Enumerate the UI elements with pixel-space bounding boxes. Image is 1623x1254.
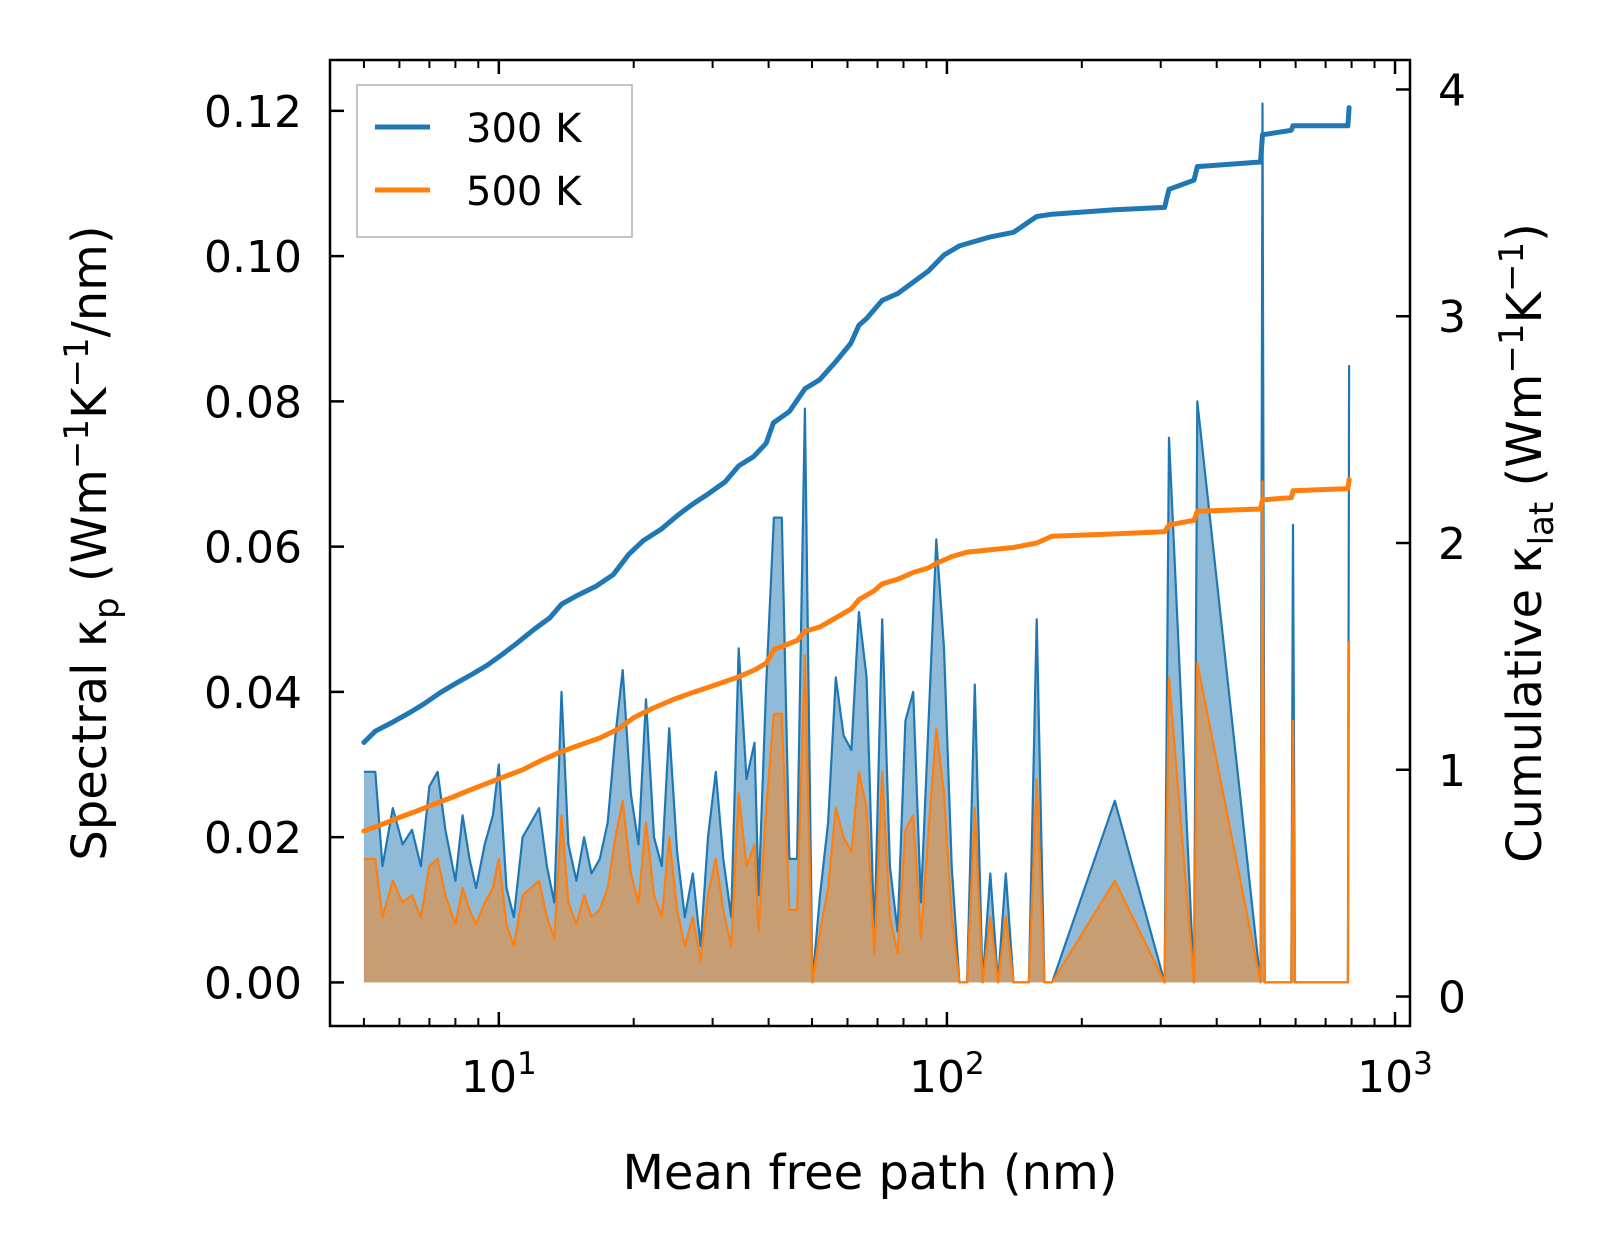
x-tick-label: 101: [461, 1046, 537, 1103]
y-right-tick-label: 1: [1438, 746, 1466, 797]
y-right-tick-label: 4: [1438, 65, 1466, 116]
cumulative-line-500k: [361, 477, 1352, 834]
y-left-tick-label: 0.10: [204, 232, 302, 283]
y-left-tick-label: 0.04: [204, 668, 302, 719]
y-right-tick-label: 0: [1438, 973, 1466, 1024]
y-left-tick-label: 0.08: [204, 377, 302, 428]
legend-label-300k: 300 K: [466, 106, 583, 152]
y-left-axis-label: Spectral κp (Wm−1K−1/nm): [57, 225, 127, 860]
y-left-tick-label: 0.12: [204, 87, 302, 138]
y-right-tick-label: 2: [1438, 519, 1466, 570]
y-left-tick-label: 0.06: [204, 523, 302, 574]
cumulative-line-300k: [361, 105, 1352, 745]
legend-box: [356, 84, 633, 238]
y-left-tick-label: 0.00: [204, 958, 302, 1009]
y-left-tick-label: 0.02: [204, 813, 302, 864]
x-tick-label: 102: [909, 1046, 985, 1103]
y-right-axis-label: Cumulative κlat (Wm−1K−1): [1492, 223, 1562, 863]
x-axis-label: Mean free path (nm): [623, 1145, 1118, 1201]
legend-label-500k: 500 K: [466, 169, 583, 215]
legend: 300 K 500 K: [356, 84, 633, 238]
y-right-tick-label: 3: [1438, 292, 1466, 343]
x-tick-label: 103: [1357, 1046, 1433, 1103]
spectral-line-500k: [363, 480, 1351, 984]
